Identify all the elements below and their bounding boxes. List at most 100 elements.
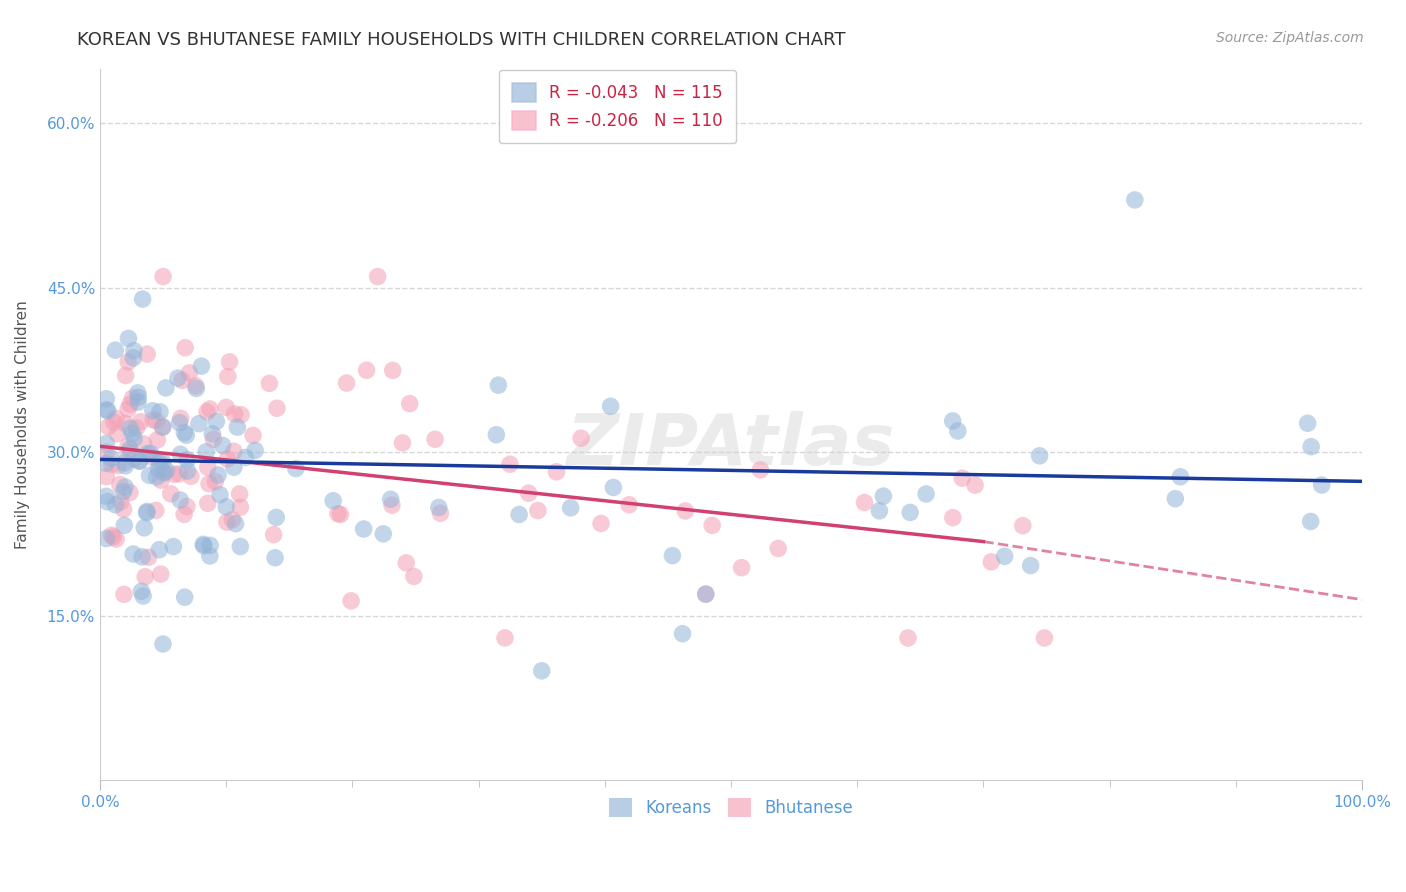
- Point: [197, 460, 219, 475]
- Point: [617, 498, 640, 512]
- Point: [486, 378, 509, 392]
- Point: [946, 424, 969, 438]
- Point: [100, 528, 122, 542]
- Point: [381, 363, 404, 377]
- Point: [127, 395, 149, 409]
- Point: [174, 428, 197, 442]
- Point: [193, 537, 215, 551]
- Point: [322, 493, 344, 508]
- Point: [868, 504, 890, 518]
- Point: [228, 487, 250, 501]
- Point: [229, 408, 252, 422]
- Point: [148, 542, 170, 557]
- Point: [149, 567, 172, 582]
- Point: [381, 498, 404, 512]
- Point: [131, 292, 153, 306]
- Point: [96, 469, 118, 483]
- Point: [284, 461, 307, 475]
- Text: KOREAN VS BHUTANESE FAMILY HOUSEHOLDS WITH CHILDREN CORRELATION CHART: KOREAN VS BHUTANESE FAMILY HOUSEHOLDS WI…: [77, 31, 846, 49]
- Point: [112, 518, 135, 533]
- Point: [114, 456, 136, 470]
- Point: [326, 507, 349, 521]
- Point: [195, 405, 218, 419]
- Point: [173, 425, 195, 440]
- Point: [118, 442, 141, 457]
- Point: [204, 475, 226, 489]
- Point: [195, 444, 218, 458]
- Point: [508, 508, 530, 522]
- Point: [242, 428, 264, 442]
- Point: [222, 444, 245, 458]
- Point: [142, 403, 165, 417]
- Point: [423, 432, 446, 446]
- Point: [169, 416, 191, 430]
- Point: [176, 464, 198, 478]
- Point: [148, 455, 170, 469]
- Point: [125, 421, 148, 435]
- Point: [898, 505, 921, 519]
- Point: [122, 452, 145, 467]
- Point: [152, 466, 174, 480]
- Point: [215, 500, 238, 514]
- Point: [259, 376, 281, 391]
- Point: [695, 587, 717, 601]
- Point: [142, 413, 165, 427]
- Point: [730, 560, 752, 574]
- Point: [1123, 193, 1146, 207]
- Point: [517, 486, 540, 500]
- Point: [353, 522, 375, 536]
- Point: [135, 506, 157, 520]
- Point: [132, 437, 155, 451]
- Point: [671, 626, 693, 640]
- Point: [235, 450, 257, 465]
- Point: [229, 500, 252, 515]
- Point: [136, 504, 159, 518]
- Point: [134, 570, 156, 584]
- Point: [122, 343, 145, 358]
- Point: [499, 457, 522, 471]
- Point: [942, 510, 965, 524]
- Point: [229, 540, 252, 554]
- Point: [149, 405, 172, 419]
- Point: [146, 433, 169, 447]
- Point: [97, 420, 120, 434]
- Point: [264, 510, 287, 524]
- Point: [155, 381, 177, 395]
- Point: [599, 399, 621, 413]
- Point: [117, 445, 139, 459]
- Point: [198, 549, 221, 563]
- Point: [105, 411, 128, 425]
- Point: [589, 516, 612, 531]
- Point: [380, 492, 402, 507]
- Point: [103, 530, 125, 544]
- Point: [169, 447, 191, 461]
- Point: [152, 269, 174, 284]
- Point: [749, 463, 772, 477]
- Point: [915, 487, 938, 501]
- Point: [263, 527, 285, 541]
- Point: [152, 420, 174, 434]
- Point: [96, 445, 118, 459]
- Point: [965, 478, 987, 492]
- Text: ZIPAtlas: ZIPAtlas: [567, 411, 896, 480]
- Point: [1310, 478, 1333, 492]
- Point: [117, 402, 139, 417]
- Point: [96, 532, 118, 546]
- Point: [224, 407, 246, 421]
- Point: [114, 417, 136, 431]
- Point: [222, 460, 245, 475]
- Point: [112, 587, 135, 601]
- Point: [329, 508, 352, 522]
- Point: [201, 426, 224, 441]
- Point: [207, 467, 229, 482]
- Point: [122, 432, 145, 446]
- Point: [96, 489, 118, 503]
- Point: [187, 417, 209, 431]
- Point: [546, 465, 568, 479]
- Point: [122, 351, 145, 365]
- Point: [1299, 515, 1322, 529]
- Point: [129, 415, 152, 429]
- Point: [174, 341, 197, 355]
- Point: [695, 587, 717, 601]
- Point: [163, 467, 186, 482]
